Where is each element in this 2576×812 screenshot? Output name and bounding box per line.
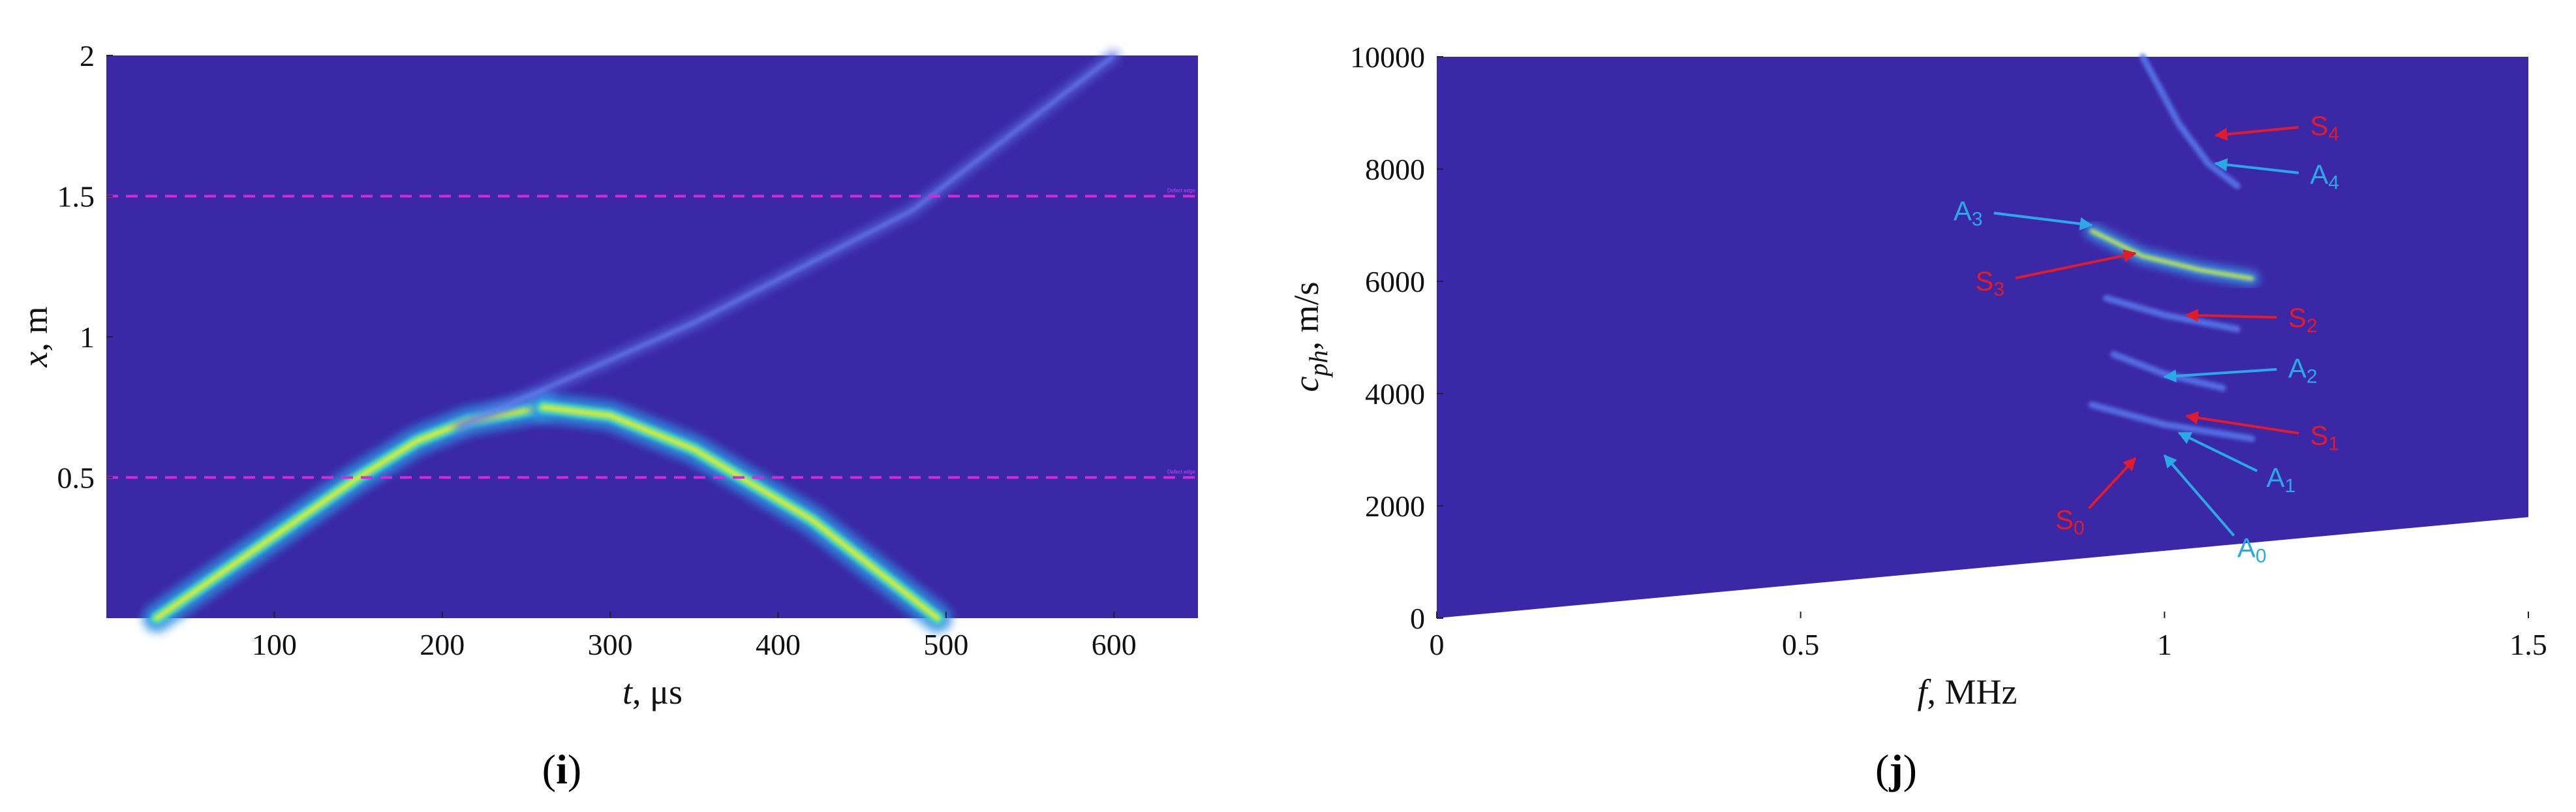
- chart-i-bands: [142, 50, 1120, 632]
- chart-j-mode-arrow: [2015, 249, 2137, 280]
- chart-j-mode-label: A1: [2177, 431, 2295, 497]
- chart-j: S4 A4 A3 S3 S2 A2 S1 A1 S0 A0 0 0.5 1 1.5 0 2000 4000 6…: [1287, 40, 2547, 792]
- chart-j-mode-arrow: [2185, 411, 2299, 435]
- chart-j-caption: (j): [1875, 746, 1917, 792]
- chart-j-mode-arrow: [1993, 211, 2093, 230]
- chart-j-y-tick-label: 8000: [1365, 153, 1425, 186]
- chart-j-y-tick-label: 10000: [1350, 40, 1425, 74]
- chart-j-x-ticks: 0 0.5 1 1.5: [1430, 612, 2547, 661]
- chart-j-mode-arrow: [2163, 454, 2235, 537]
- chart-j-mode-text: S4: [2310, 110, 2339, 145]
- chart-i-y-tick-label: 2: [80, 39, 95, 72]
- chart-j-mode-label: S0: [2055, 457, 2137, 539]
- chart-j-curve: [2088, 401, 2256, 442]
- chart-i-y-tick-label: 0.5: [57, 461, 95, 495]
- chart-j-mode-arrow: [2087, 457, 2137, 510]
- chart-j-x-tick-label: 0.5: [1782, 628, 1820, 661]
- chart-i-y-tick-label: 1.5: [57, 180, 95, 213]
- chart-j-mode-annotations: S4 A4 A3 S3 S2 A2 S1 A1 S0 A0: [1954, 110, 2339, 567]
- chart-i-x-tick-label: 600: [1092, 628, 1137, 661]
- chart-j-mode-label: A4: [2214, 158, 2339, 194]
- chart-i-x-axis-label: t, μs: [622, 672, 682, 711]
- chart-j-x-axis-label: f, MHz: [1918, 672, 2017, 711]
- chart-i-y-axis-label: x, m: [16, 307, 55, 368]
- chart-j-mode-label: S1: [2185, 411, 2339, 455]
- chart-j-mode-text: A3: [1954, 196, 1983, 230]
- chart-j-mode-text: S0: [2055, 505, 2085, 539]
- chart-j-mode-label: S3: [1975, 249, 2137, 300]
- chart-i-x-tick-label: 300: [588, 628, 633, 661]
- chart-j-mode-arrow: [2185, 309, 2277, 322]
- chart-i: Defect edge Defect edge 100 200 300 400 500 60…: [16, 39, 1198, 792]
- chart-j-mode-text: S3: [1975, 266, 2004, 300]
- chart-j-mode-arrow: [2163, 367, 2277, 383]
- chart-j-mode-arrow: [2177, 431, 2258, 473]
- chart-j-x-tick-label: 1.5: [2509, 628, 2547, 661]
- chart-j-y-tick-label: 4000: [1365, 377, 1425, 411]
- chart-j-mode-text: A2: [2288, 352, 2318, 387]
- chart-j-curve: [2084, 223, 2260, 286]
- chart-j-y-ticks: 0 2000 4000 6000 8000 10000: [1350, 40, 1443, 635]
- chart-j-mode-label: S4: [2214, 110, 2339, 145]
- chart-j-curve: [2103, 294, 2241, 333]
- chart-j-y-tick-label: 6000: [1365, 265, 1425, 298]
- chart-j-mode-text: S2: [2288, 302, 2318, 337]
- chart-i-reference-label: Defect edge: [1167, 188, 1196, 194]
- chart-j-dispersion-curves: [2084, 54, 2260, 442]
- chart-j-mode-text: A4: [2310, 159, 2339, 194]
- chart-i-x-tick-label: 100: [252, 628, 297, 661]
- chart-i-caption: (i): [542, 746, 581, 792]
- chart-j-mode-label: S2: [2185, 302, 2318, 337]
- chart-j-y-axis-label: cph, m/s: [1287, 282, 1333, 392]
- chart-i-band: [453, 50, 1120, 433]
- chart-j-plot-area: [1437, 57, 2528, 618]
- chart-i-x-tick-label: 500: [923, 628, 968, 661]
- chart-j-y-tick-label: 0: [1410, 602, 1425, 635]
- chart-j-mode-arrow: [2214, 158, 2299, 174]
- chart-i-x-tick-label: 200: [420, 628, 465, 661]
- chart-j-x-tick-label: 0: [1430, 628, 1445, 661]
- chart-i-x-ticks: 100 200 300 400 500 600: [252, 612, 1137, 661]
- chart-j-mode-text: A1: [2266, 462, 2295, 497]
- chart-i-x-tick-label: 400: [756, 628, 801, 661]
- chart-j-mode-text: A0: [2237, 533, 2267, 567]
- chart-i-reference-label: Defect edge: [1167, 469, 1196, 475]
- chart-j-mode-label: A0: [2163, 454, 2267, 567]
- chart-j-mode-label: A2: [2163, 352, 2318, 387]
- chart-j-curve: [2139, 54, 2241, 189]
- chart-j-y-tick-label: 2000: [1365, 490, 1425, 523]
- chart-j-blank-region: [1437, 517, 2528, 618]
- chart-j-mode-label: A3: [1954, 196, 2093, 230]
- chart-j-x-tick-label: 1: [2157, 628, 2172, 661]
- chart-i-band: [529, 392, 953, 632]
- chart-i-y-tick-label: 1: [80, 320, 95, 354]
- chart-i-y-ticks: 0.5 1 1.5 2: [57, 39, 113, 495]
- chart-i-reference-lines: Defect edge Defect edge: [106, 188, 1198, 479]
- chart-j-mode-arrow: [2214, 126, 2299, 141]
- chart-j-mode-text: S1: [2310, 420, 2339, 455]
